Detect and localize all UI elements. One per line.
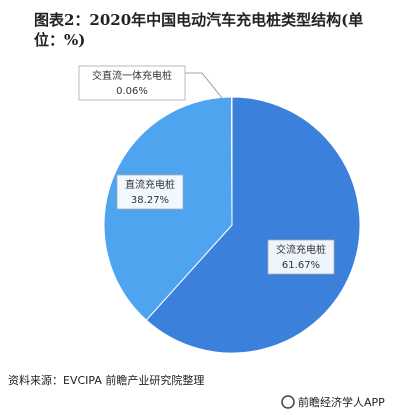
brand: 前瞻经济学人APP	[298, 395, 385, 409]
label-box	[267, 239, 335, 275]
data-label-name: 直流充电桩	[125, 178, 175, 191]
data-label-name: 交直流一体充电桩	[92, 69, 172, 82]
chart-title: 图表2：2020年中国电动汽车充电桩类型结构(单位：%)	[34, 11, 364, 49]
data-label-value: 0.06%	[116, 86, 148, 97]
data-label-name: 交流充电桩	[276, 243, 326, 256]
data-label-value: 38.27%	[131, 195, 169, 206]
pie-slice	[145, 96, 361, 354]
leader-line	[185, 72, 223, 99]
data-label-value: 61.67%	[282, 260, 320, 271]
brand-logo	[281, 395, 295, 409]
source: 资料来源：EVCIPA 前瞻产业研究院整理	[8, 373, 204, 387]
label-box	[78, 65, 186, 101]
label-box	[116, 174, 184, 210]
